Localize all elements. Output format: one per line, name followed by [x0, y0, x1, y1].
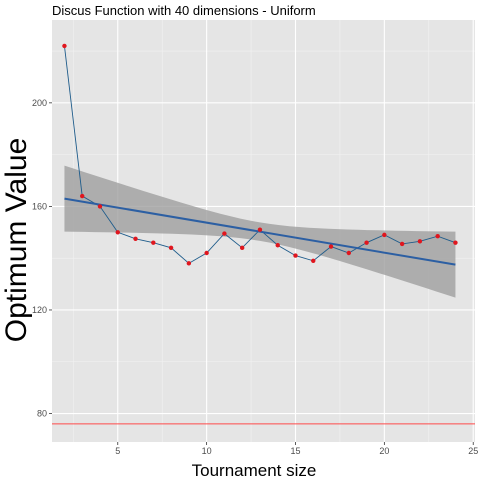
y-tick-label: 200 — [32, 98, 47, 108]
data-point — [133, 236, 138, 241]
x-tick-label: 25 — [468, 446, 478, 456]
points-layer — [62, 43, 458, 266]
data-point — [453, 240, 458, 245]
x-tick-label: 20 — [379, 446, 389, 456]
data-point — [204, 250, 209, 256]
data-point — [417, 239, 423, 244]
chart-title: Discus Function with 40 dimensions - Uni… — [52, 3, 316, 18]
y-tick-label: 80 — [37, 409, 47, 419]
data-point — [80, 193, 85, 199]
data-point — [239, 245, 245, 251]
y-tick-label: 120 — [32, 305, 47, 315]
data-point — [293, 253, 298, 258]
data-point — [257, 227, 263, 232]
data-point — [399, 241, 405, 247]
data-point — [382, 232, 387, 238]
data-point — [62, 43, 67, 49]
x-axis-label: Tournament size — [192, 461, 317, 480]
data-point — [435, 233, 440, 239]
data-point — [328, 244, 334, 249]
data-point — [97, 204, 103, 209]
data-point — [168, 245, 174, 251]
y-axis-label: Optimum Value — [0, 138, 33, 343]
data-point — [115, 230, 120, 235]
y-tick-label: 160 — [32, 201, 47, 211]
data-point — [364, 240, 369, 245]
data-point — [311, 258, 316, 263]
data-point — [275, 243, 280, 248]
data-point — [346, 250, 352, 256]
x-tick-label: 15 — [290, 446, 300, 456]
axes-layer: 5 10 15 20 25 80 120 160 200 — [32, 98, 478, 456]
data-point — [186, 261, 192, 266]
x-tick-label: 5 — [115, 446, 120, 456]
x-tick-label: 10 — [202, 446, 212, 456]
data-point — [222, 231, 227, 236]
data-point — [151, 240, 156, 245]
